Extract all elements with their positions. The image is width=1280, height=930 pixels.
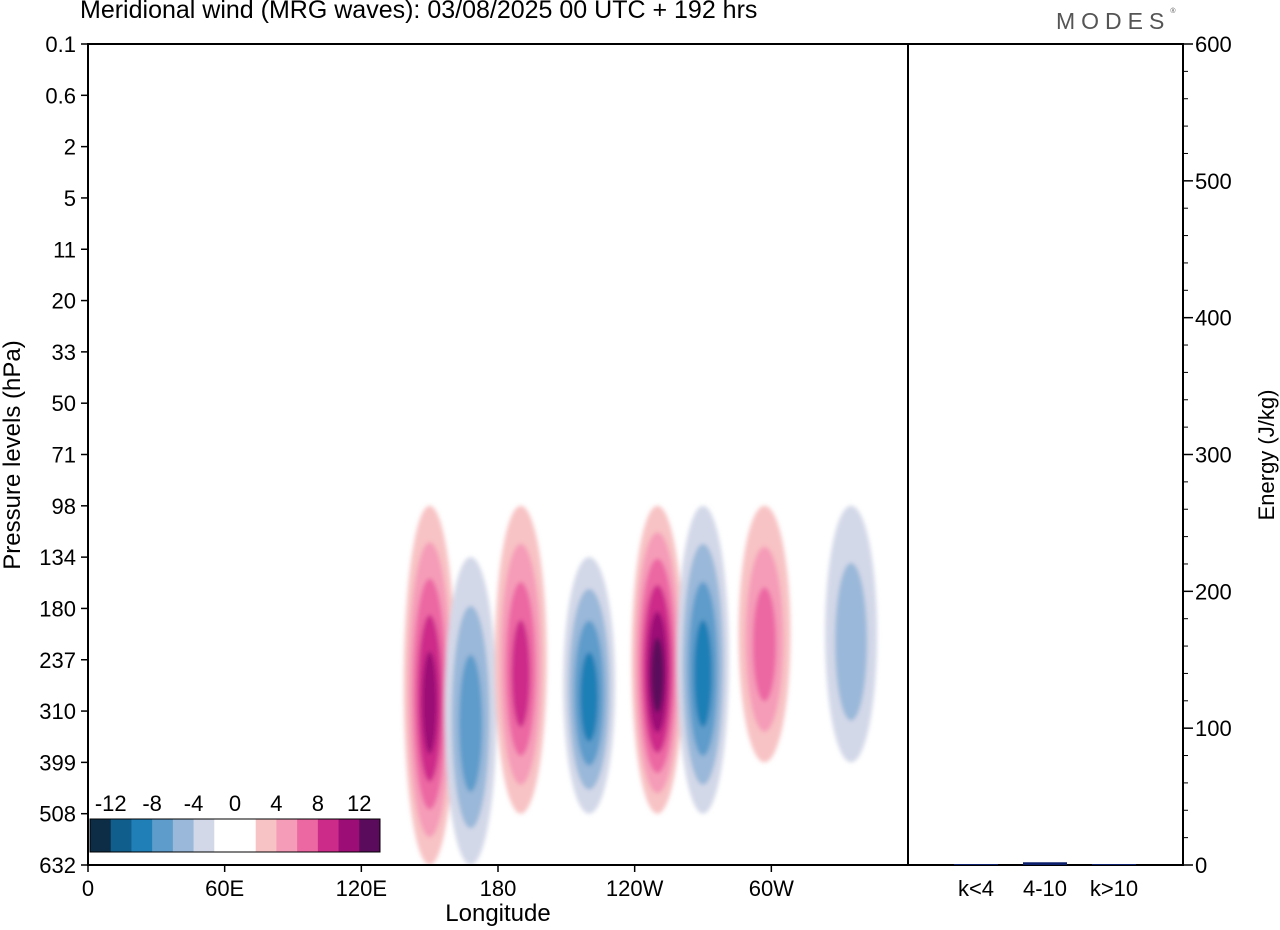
colorbar-label: 4 xyxy=(270,791,282,816)
colorbar-label: 0 xyxy=(229,791,241,816)
logo-text: MODES xyxy=(1056,8,1171,34)
colorbar-swatch xyxy=(235,819,257,852)
axes: 0.1 0.6 2 5 11 20 33 50 71 98 134 180 237 310 399 508 63… xyxy=(0,32,794,927)
y-tick-label: 2 xyxy=(64,135,76,160)
energy-bar xyxy=(954,864,998,865)
y-tick-label: 11 xyxy=(53,237,76,262)
x-tick-label: 120E xyxy=(336,876,387,901)
y-tick-label: 50 xyxy=(52,391,76,416)
y-tick-label: 508 xyxy=(39,802,76,827)
colorbar-frame xyxy=(89,818,381,853)
colorbar-label: 12 xyxy=(347,791,371,816)
energy-axis-label: Energy (J/kg) xyxy=(1254,390,1279,521)
y-tick-label: 180 xyxy=(39,596,76,621)
wave-band-contour xyxy=(835,562,868,721)
y-axis-label: Pressure levels (hPa) xyxy=(0,340,26,569)
modes-logo: MODES® xyxy=(1056,8,1176,35)
y-tick-label: 632 xyxy=(39,853,76,878)
y-tick-label: 399 xyxy=(39,750,76,775)
contour-plot-area xyxy=(88,44,908,865)
x-tick-label: 120W xyxy=(606,876,664,901)
colorbar-swatch xyxy=(110,819,132,852)
colorbar-swatch xyxy=(152,819,174,852)
y-tick-label: 0.1 xyxy=(45,32,76,57)
energy-category-label: 4-10 xyxy=(1023,876,1067,901)
energy-category-label: k>10 xyxy=(1090,876,1138,901)
colorbar-swatch xyxy=(172,819,194,852)
y-tick-label: 71 xyxy=(52,443,76,468)
energy-panel-frame xyxy=(907,43,1184,866)
y-tick-label: 310 xyxy=(39,699,76,724)
energy-y-tick-label: 300 xyxy=(1195,443,1232,468)
colorbar-label: -4 xyxy=(184,791,204,816)
contour-field xyxy=(403,505,878,865)
energy-y-tick-label: 500 xyxy=(1195,169,1232,194)
y-tick-label: 98 xyxy=(52,494,76,519)
colorbar-label: 8 xyxy=(312,791,324,816)
colorbar-swatch xyxy=(297,819,319,852)
colorbar-swatch xyxy=(255,819,277,852)
energy-panel: 0 100 200 300 400 500 600 Energy (J/kg) k<4 4-10 k… xyxy=(954,32,1279,901)
wave-bands xyxy=(403,505,878,865)
x-tick-label: 0 xyxy=(82,876,94,901)
x-tick-label: 60E xyxy=(205,876,244,901)
energy-y-tick-label: 600 xyxy=(1195,32,1232,57)
energy-y-tick-label: 400 xyxy=(1195,306,1232,331)
x-axis-label: Longitude xyxy=(445,900,550,927)
energy-y-tick-label: 0 xyxy=(1195,853,1207,878)
colorbar-swatch xyxy=(359,819,381,852)
wave-band-contour xyxy=(459,654,483,792)
y-tick-label: 0.6 xyxy=(45,83,76,108)
colorbar-label: -8 xyxy=(142,791,162,816)
y-tick-label: 237 xyxy=(39,648,76,673)
energy-y-tick-label: 100 xyxy=(1195,716,1232,741)
wave-band-contour xyxy=(580,652,599,742)
colorbar-swatch xyxy=(338,819,360,852)
wave-band-contour xyxy=(651,637,664,713)
colorbar-label: -12 xyxy=(95,791,127,816)
colorbar-swatch xyxy=(90,819,112,852)
chart-title: Meridional wind (MRG waves): 03/08/2025 … xyxy=(80,0,758,24)
logo-registered-mark: ® xyxy=(1170,8,1176,15)
colorbar-swatch xyxy=(276,819,298,852)
wave-band-contour xyxy=(511,620,530,728)
y-tick-label: 33 xyxy=(52,340,76,365)
energy-bar xyxy=(1023,862,1067,865)
y-tick-label: 134 xyxy=(39,545,76,570)
colorbar-swatch xyxy=(317,819,339,852)
colorbar: -12 -8 -4 0 4 8 12 xyxy=(89,791,381,853)
energy-category-label: k<4 xyxy=(958,876,994,901)
x-tick-label: 60W xyxy=(749,876,794,901)
energy-bar xyxy=(1092,864,1136,865)
wave-band-contour xyxy=(422,651,438,754)
wave-band-contour xyxy=(694,620,712,728)
energy-y-tick-label: 200 xyxy=(1195,579,1232,604)
colorbar-swatch xyxy=(193,819,215,852)
wave-band-contour xyxy=(752,587,777,702)
colorbar-swatch xyxy=(214,819,236,852)
y-tick-label: 5 xyxy=(64,186,76,211)
colorbar-swatch xyxy=(131,819,153,852)
x-tick-label: 180 xyxy=(480,876,517,901)
y-tick-label: 20 xyxy=(52,289,76,314)
